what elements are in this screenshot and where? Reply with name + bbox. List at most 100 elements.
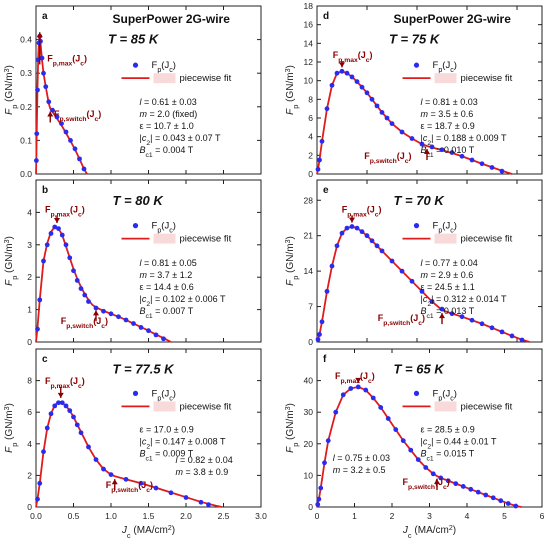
data-point [59, 400, 65, 406]
data-point [153, 332, 159, 338]
data-point [34, 131, 40, 137]
data-point [71, 268, 76, 274]
data-point [68, 138, 73, 143]
data-point [46, 99, 52, 105]
y-tick-label: 0.2 [20, 102, 32, 112]
data-point [379, 110, 385, 115]
fpswitch-annotation: Fp,switch(Jc) [378, 313, 425, 327]
wire-header: SuperPower 2G-wire [394, 12, 512, 26]
fit-parameter: |c2| = 0.44 ± 0.01 T [421, 437, 498, 451]
x-tick-label: 5 [502, 511, 507, 521]
data-point [39, 55, 45, 61]
data-point [78, 430, 84, 436]
fit-parameter: |c2| = 0.147 ± 0.008 T [140, 437, 227, 451]
fit-parameter: l = 0.81 ± 0.05 [140, 258, 197, 268]
data-point [33, 158, 39, 163]
y-tick-label: 7 [308, 302, 313, 312]
data-point [206, 502, 211, 508]
x-tick-label: 2.0 [180, 511, 192, 521]
data-point [329, 82, 335, 88]
fit-parameter: ε = 24.5 ± 1.1 [421, 282, 475, 292]
data-point [419, 288, 425, 294]
fit-parameter: m = 3.2 ± 0.5 [333, 465, 386, 475]
data-point [38, 38, 43, 44]
y-tick-label: 12 [304, 57, 314, 67]
data-point [393, 427, 399, 432]
data-point [445, 478, 451, 484]
data-point [317, 157, 322, 163]
fpswitch-annotation: Fp,switch(Jc) [403, 477, 450, 491]
fit-parameter: l = 0.82 ± 0.04 [176, 455, 233, 465]
panel-f: 0 10 20 30 40 0 1 2 3 4 5 6 Fp (GN/m3) Jc (MA/cm2) f T … [285, 348, 545, 540]
data-point [499, 329, 505, 335]
fit-parameter: m = 3.8 ± 0.9 [176, 467, 229, 477]
temperature-title: T = 85 K [108, 32, 160, 47]
data-point [37, 297, 43, 303]
y-tick-label: 18 [304, 1, 314, 11]
data-point [359, 229, 365, 235]
y-tick-label: 0.0 [20, 169, 32, 179]
y-tick-label: 20 [304, 439, 314, 449]
fit-parameter: m = 2.9 ± 0.6 [421, 270, 474, 280]
legend-marker [132, 390, 139, 396]
data-point [108, 311, 114, 317]
fit-line [35, 225, 172, 343]
temperature-title: T = 77.5 K [113, 362, 176, 377]
data-point [429, 144, 435, 150]
annotation-arrowhead [424, 149, 430, 154]
data-point [423, 465, 429, 470]
data-point [324, 288, 330, 294]
data-point [438, 475, 444, 481]
data-point [453, 481, 459, 487]
data-point [513, 503, 519, 509]
x-tick-label: 0.0 [30, 511, 42, 521]
data-point [44, 242, 50, 248]
x-tick-label: 3.0 [255, 511, 267, 521]
panel-letter: f [323, 354, 327, 365]
fit-parameter: |c2| = 0.312 ± 0.014 T [421, 294, 508, 308]
data-point [344, 225, 350, 231]
data-point [123, 317, 129, 323]
data-point [52, 403, 58, 409]
legend-label-fit: piecewise fit [461, 73, 513, 84]
data-point [369, 96, 375, 102]
y-tick-label: 2 [27, 470, 32, 480]
panel-letter: c [42, 354, 48, 365]
wire-header: SuperPower 2G-wire [113, 12, 231, 26]
data-point [408, 447, 414, 453]
fit-parameter: ε = 18.7 ± 0.9 [421, 121, 475, 131]
fit-parameter: Bc1 = 0.004 T [140, 145, 194, 159]
fpmax-annotation: Fp,max(Jc) [47, 53, 87, 67]
legend-label-fit: piecewise fit [180, 234, 232, 245]
fpswitch-annotation: Fp,switch(Jc) [364, 151, 411, 165]
fpmax-annotation: Fp,max(Jc) [45, 376, 85, 390]
x-tick-label: 1.5 [143, 511, 155, 521]
y-tick-label: 4 [308, 132, 313, 142]
fit-parameter: ε = 17.0 ± 0.9 [140, 425, 194, 435]
data-point [509, 333, 515, 339]
legend-label-data: Fp(Jc) [152, 60, 176, 74]
panel-e: 0 7 14 21 28 Fp (GN/m3) e T = 70 K Fp(Jc) piecewi… [285, 179, 543, 347]
data-point [67, 408, 73, 414]
legend-swatch [153, 401, 176, 412]
data-point [315, 502, 321, 507]
fit-line [316, 70, 513, 175]
data-point [399, 268, 405, 274]
y-tick-label: 14 [304, 38, 314, 48]
y-axis-label: Fp (GN/m3) [4, 236, 19, 286]
data-point [116, 314, 121, 320]
y-axis-label: Fp (GN/m3) [4, 65, 19, 115]
data-point [334, 70, 340, 76]
data-point [355, 384, 361, 390]
x-tick-label: 0 [315, 511, 320, 521]
fit-parameter: |c2| = 0.102 ± 0.006 T [140, 294, 227, 308]
data-point [389, 258, 395, 264]
data-point [59, 121, 64, 126]
data-point [519, 337, 525, 343]
data-point [449, 311, 455, 317]
legend-marker [413, 223, 420, 229]
fpmax-annotation: Fp,max(Jc) [335, 371, 375, 385]
data-point [479, 321, 485, 327]
data-point [334, 243, 340, 249]
data-point [37, 480, 43, 486]
